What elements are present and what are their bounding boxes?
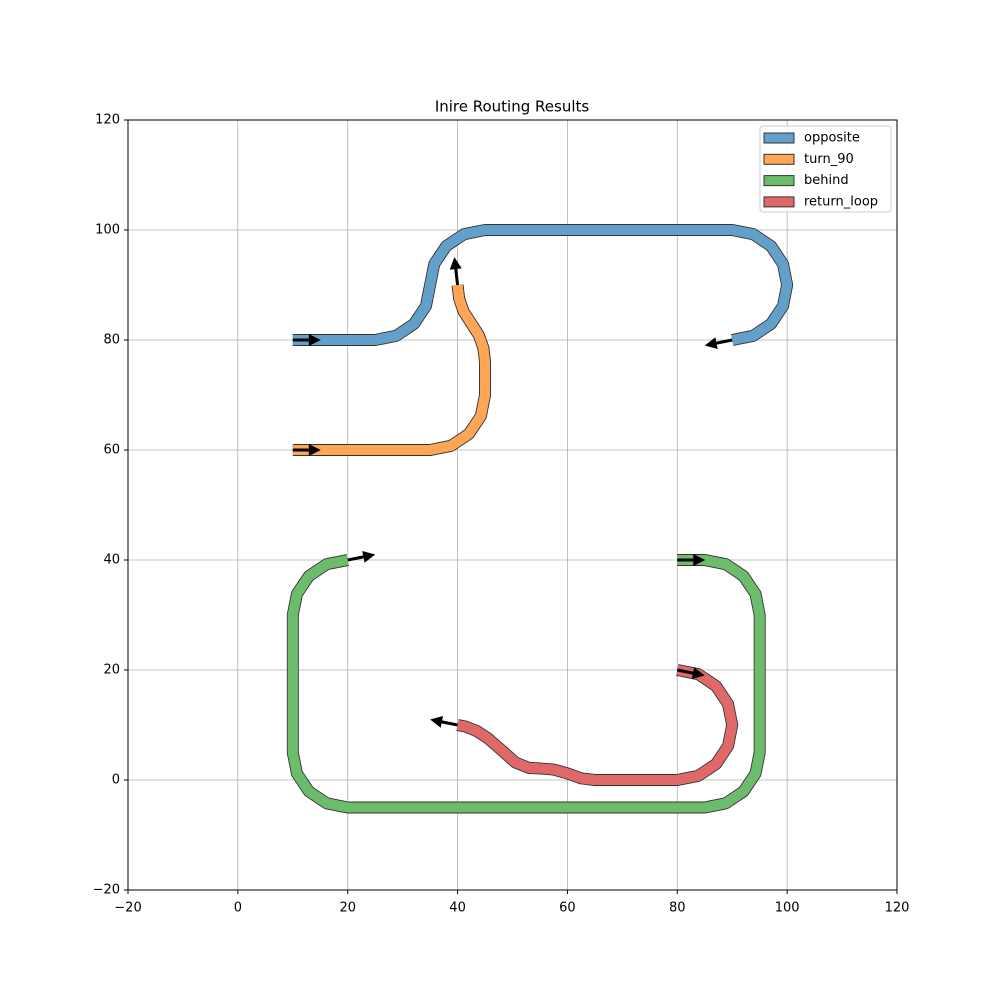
legend-swatch xyxy=(763,153,795,165)
legend-label: behind xyxy=(804,173,849,188)
x-tick-label: 120 xyxy=(885,901,910,916)
route xyxy=(292,284,491,455)
end-arrow-shaft xyxy=(454,268,460,286)
end-arrow-shaft xyxy=(441,720,458,727)
legend-swatch xyxy=(763,196,795,208)
y-tick-label: 80 xyxy=(103,333,120,348)
legend-swatch xyxy=(763,175,795,187)
y-tick-label: 40 xyxy=(103,553,120,568)
x-tick-label: 0 xyxy=(234,901,242,916)
legend-swatch xyxy=(763,132,795,144)
x-tick-label: 60 xyxy=(559,901,576,916)
start-arrow-shaft xyxy=(676,668,694,675)
x-tick-label: 40 xyxy=(449,901,466,916)
end-arrow xyxy=(704,337,718,349)
y-tick-label: 0 xyxy=(112,773,120,788)
x-tick-label: 20 xyxy=(339,901,356,916)
x-tick-label: 100 xyxy=(775,901,800,916)
start-arrow xyxy=(308,444,321,456)
end-arrow xyxy=(430,715,444,728)
end-arrow xyxy=(449,257,462,270)
start-arrow xyxy=(693,554,706,566)
end-arrow-shaft xyxy=(347,555,364,562)
axes-frame xyxy=(127,119,898,891)
y-tick-label: 60 xyxy=(103,443,120,458)
end-arrow xyxy=(362,551,376,563)
x-tick-label: 80 xyxy=(669,901,686,916)
end-arrow-shaft xyxy=(716,338,733,345)
start-arrow xyxy=(691,667,705,679)
y-tick-label: 120 xyxy=(95,113,120,128)
y-tick-label: 100 xyxy=(95,223,120,238)
chart-title: Inire Routing Results xyxy=(435,98,590,116)
y-tick-label: 20 xyxy=(103,663,120,678)
route xyxy=(292,225,793,345)
x-tick-label: −20 xyxy=(114,901,141,916)
route xyxy=(456,665,738,785)
legend-frame xyxy=(759,125,892,213)
y-tick-label: −20 xyxy=(93,883,120,898)
legend-label: return_loop xyxy=(804,194,878,209)
route xyxy=(287,555,765,813)
legend-label: turn_90 xyxy=(804,152,854,167)
start-arrow xyxy=(308,334,321,346)
legend-label: opposite xyxy=(804,131,860,146)
